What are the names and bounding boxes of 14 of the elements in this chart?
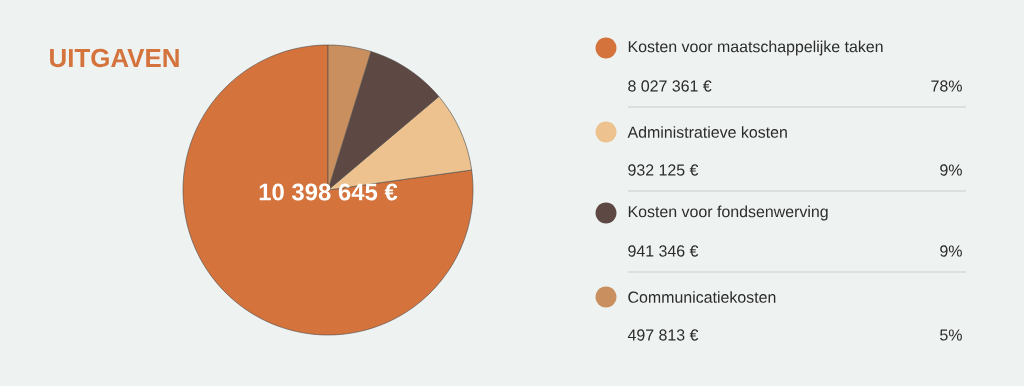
text: 941 346 € [628,245,699,257]
text: 10 398 645 € [259,183,398,201]
legend-label: Administratieve kosten [627,126,787,138]
legend-label: Kosten voor fondsenwerving [628,205,828,221]
legend-label: Communicatiekosten [628,291,776,303]
text: 932 125 € [628,164,699,176]
text: 9% [940,245,962,257]
text: 8 027 361 € [628,80,712,92]
text: 497 813 € [627,329,699,341]
text: 78% [931,80,962,92]
legend-label: Kosten voor maatschappelijke taken [628,40,883,56]
text: 9% [940,164,962,176]
chart-title: UITGAVEN [50,48,179,68]
text: 5% [940,329,962,341]
